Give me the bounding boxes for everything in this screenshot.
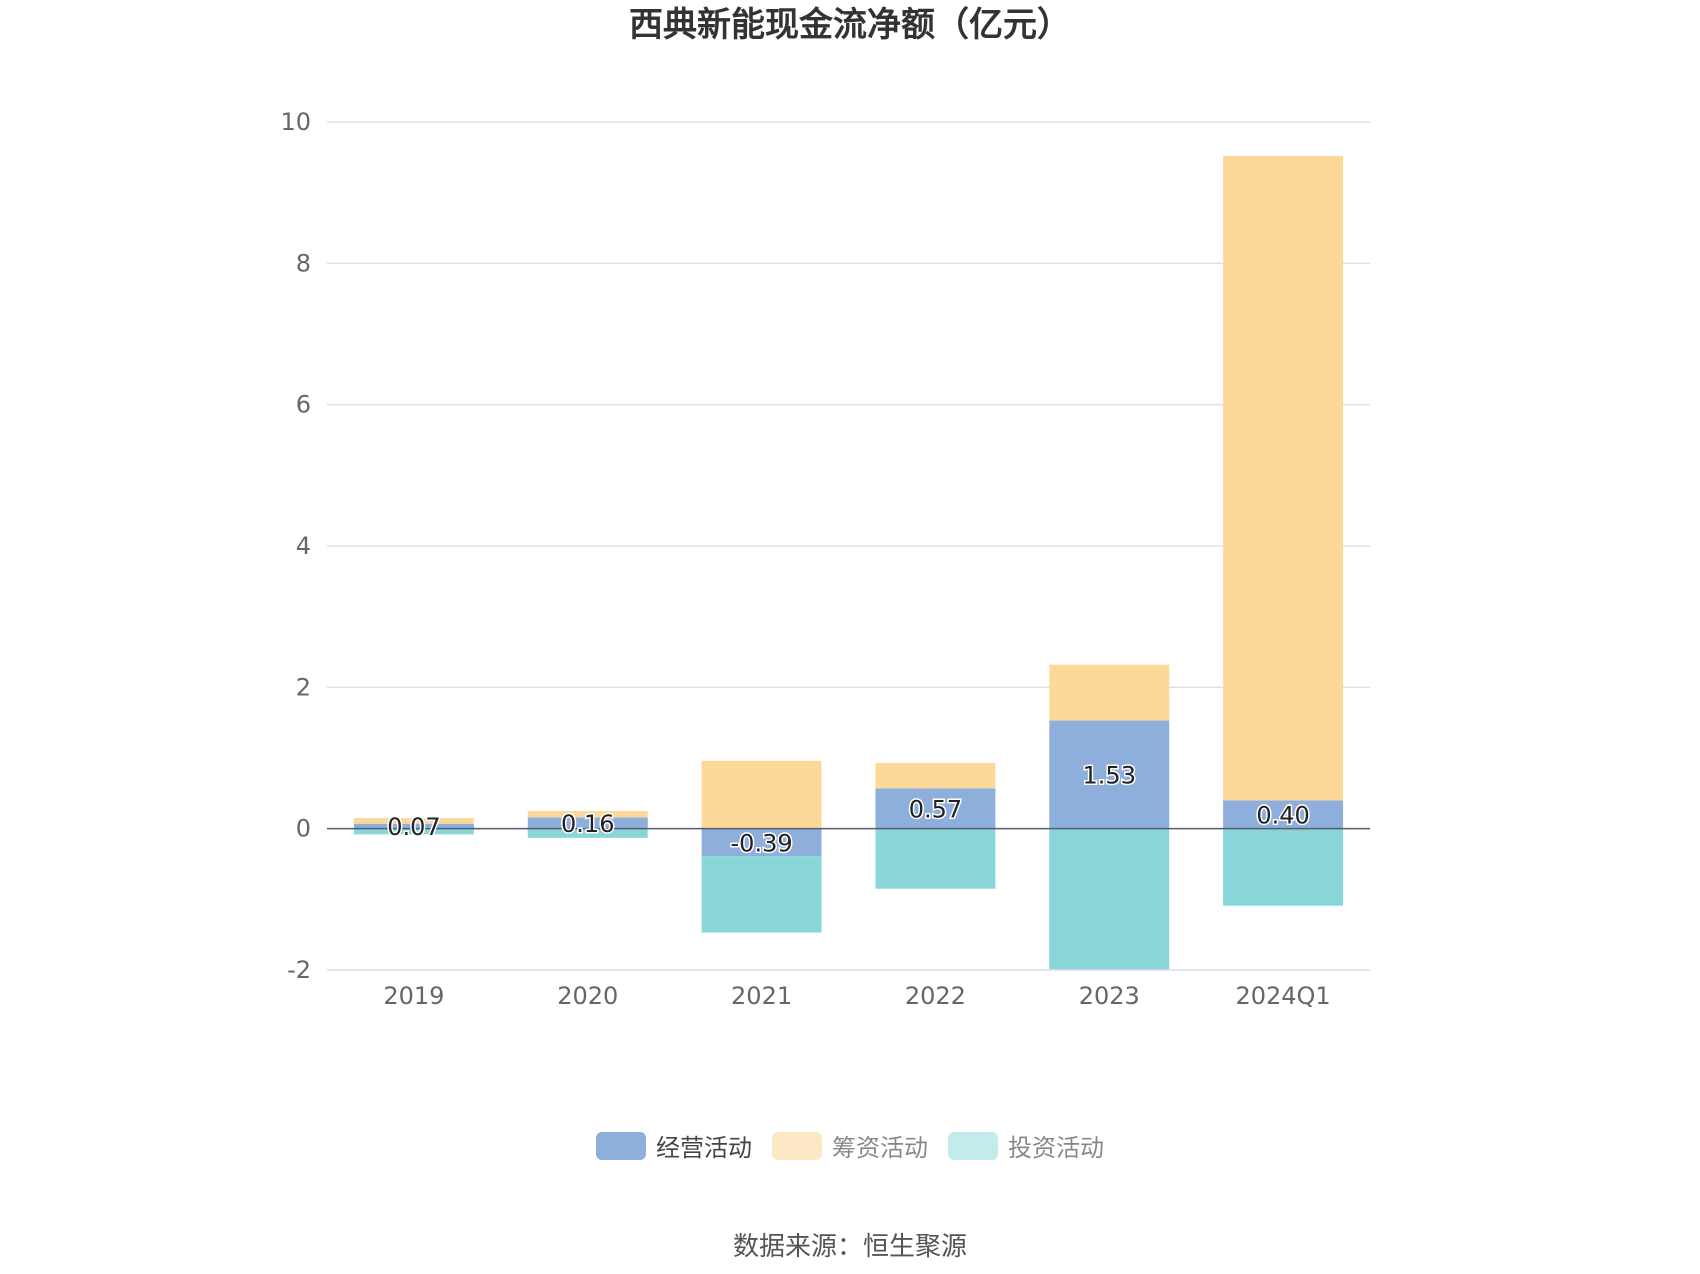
bar-segment: [701, 828, 822, 857]
legend-item[interactable]: 筹资活动: [772, 1128, 928, 1163]
data-label: 0.16: [561, 810, 614, 838]
bar-segment: [353, 823, 474, 829]
y-tick-label: 6: [296, 391, 311, 419]
x-tick-label: 2024Q1: [1235, 982, 1330, 1010]
bar-segment: [1049, 664, 1170, 721]
y-tick-label: 8: [296, 249, 311, 277]
legend-swatch: [772, 1131, 822, 1160]
data-label: 0.40: [1256, 802, 1309, 830]
data-label: 1.53: [1083, 762, 1136, 790]
bar-segment: [1223, 155, 1344, 801]
x-tick-label: 2019: [383, 982, 444, 1010]
legend-item[interactable]: 投资活动: [948, 1128, 1104, 1163]
bar-segment: [875, 828, 996, 889]
y-tick-label: 10: [280, 108, 311, 136]
legend-swatch: [596, 1131, 646, 1160]
legend-swatch: [948, 1131, 998, 1160]
y-tick-label: 4: [296, 532, 311, 560]
x-tick-label: 2020: [557, 982, 618, 1010]
bar-segment: [527, 811, 648, 818]
data-label: 0.07: [387, 813, 440, 841]
data-label: 0.57: [909, 796, 962, 824]
chart-title: 西典新能现金流净额（亿元）: [629, 5, 1071, 45]
bar-segment: [1049, 720, 1170, 829]
bar-segment: [527, 828, 648, 838]
y-tick-label: 2: [296, 673, 311, 701]
x-tick-label: 2023: [1079, 982, 1140, 1010]
bar-segment: [701, 856, 822, 933]
bar-segment: [1223, 828, 1344, 906]
bar-segment: [701, 760, 822, 829]
bar-segment: [1049, 828, 1170, 970]
legend-item[interactable]: 经营活动: [596, 1128, 752, 1163]
bar-segment: [527, 817, 648, 829]
data-label: -0.39: [731, 829, 793, 857]
source-note: 数据来源：恒生聚源: [732, 1232, 967, 1262]
bar-segment: [1223, 800, 1344, 829]
legend: 经营活动 筹资活动 投资活动: [0, 1128, 1700, 1163]
bar-segment: [875, 788, 996, 829]
y-tick-label: -2: [287, 956, 311, 984]
y-tick-label: 0: [296, 815, 311, 843]
bar-segment: [353, 828, 474, 835]
legend-label: 经营活动: [656, 1134, 752, 1162]
legend-label: 筹资活动: [832, 1134, 928, 1162]
x-tick-label: 2021: [731, 982, 792, 1010]
bar-segment: [353, 818, 474, 824]
legend-label: 投资活动: [1008, 1134, 1104, 1162]
bar-segment: [875, 762, 996, 789]
x-tick-label: 2022: [905, 982, 966, 1010]
